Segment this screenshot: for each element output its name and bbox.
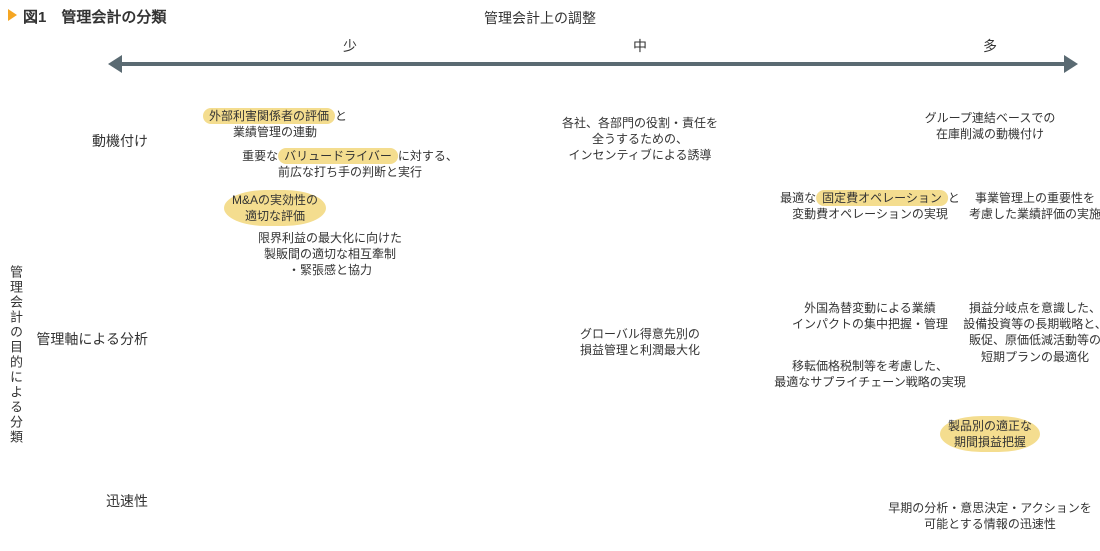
highlight-oval: 製品別の適正な期間損益把握 <box>940 416 1040 452</box>
triangle-icon <box>8 9 17 21</box>
diagram-node: 各社、各部門の役割・責任を全うするための、インセンティブによる誘導 <box>562 115 718 164</box>
diagram-canvas: 図1 管理会計の分類 管理会計上の調整 少 中 多 管理会計の目的による分類 動機付… <box>0 0 1100 551</box>
x-axis-track <box>120 62 1066 66</box>
diagram-node: 最適な固定費オペレーションと変動費オペレーションの実現 <box>780 190 960 222</box>
y-axis-category: 迅速性 <box>28 491 148 511</box>
diagram-node: 製品別の適正な期間損益把握 <box>940 416 1040 452</box>
highlight-oval: M&Aの実効性の適切な評価 <box>224 190 326 226</box>
x-axis-category: 多 <box>960 36 1020 56</box>
diagram-node: 外部利害関係者の評価と業績管理の連動 <box>203 108 347 140</box>
arrow-left-icon <box>108 55 122 73</box>
y-axis-category: 管理軸による分析 <box>28 329 148 349</box>
diagram-node: 重要なバリュードライバーに対する、前広な打ち手の判断と実行 <box>242 148 458 180</box>
highlight-span: バリュードライバー <box>278 148 398 164</box>
diagram-node: 早期の分析・意思決定・アクションを可能とする情報の迅速性 <box>888 500 1091 532</box>
x-axis-category: 中 <box>610 36 670 56</box>
diagram-node: 限界利益の最大化に向けた製販間の適切な相互牽制・緊張感と協力 <box>258 230 402 279</box>
x-axis-category: 少 <box>320 36 380 56</box>
diagram-node: グローバル得意先別の損益管理と利潤最大化 <box>580 326 700 358</box>
diagram-node: 損益分岐点を意識した、設備投資等の長期戦略と、販促、原価低減活動等の短期プランの… <box>963 300 1100 365</box>
diagram-node: 外国為替変動による業績インパクトの集中把握・管理 <box>792 300 948 332</box>
arrow-right-icon <box>1064 55 1078 73</box>
y-axis-category: 動機付け <box>28 131 148 151</box>
title-prefix: 図1 <box>23 9 46 26</box>
diagram-node: M&Aの実効性の適切な評価 <box>224 190 326 226</box>
highlight-span: 外部利害関係者の評価 <box>203 108 335 124</box>
y-axis-label: 管理会計の目的による分類 <box>6 265 25 445</box>
diagram-node: 事業管理上の重要性を考慮した業績評価の実施 <box>969 190 1100 222</box>
x-axis-label: 管理会計上の調整 <box>440 8 640 28</box>
figure-title: 図1 管理会計の分類 <box>8 6 166 27</box>
diagram-node: グループ連結ベースでの在庫削減の動機付け <box>925 110 1056 142</box>
diagram-node: 移転価格税制等を考慮した、最適なサプライチェーン戦略の実現 <box>774 358 965 390</box>
highlight-span: 固定費オペレーション <box>816 190 948 206</box>
title-text: 管理会計の分類 <box>61 9 166 26</box>
